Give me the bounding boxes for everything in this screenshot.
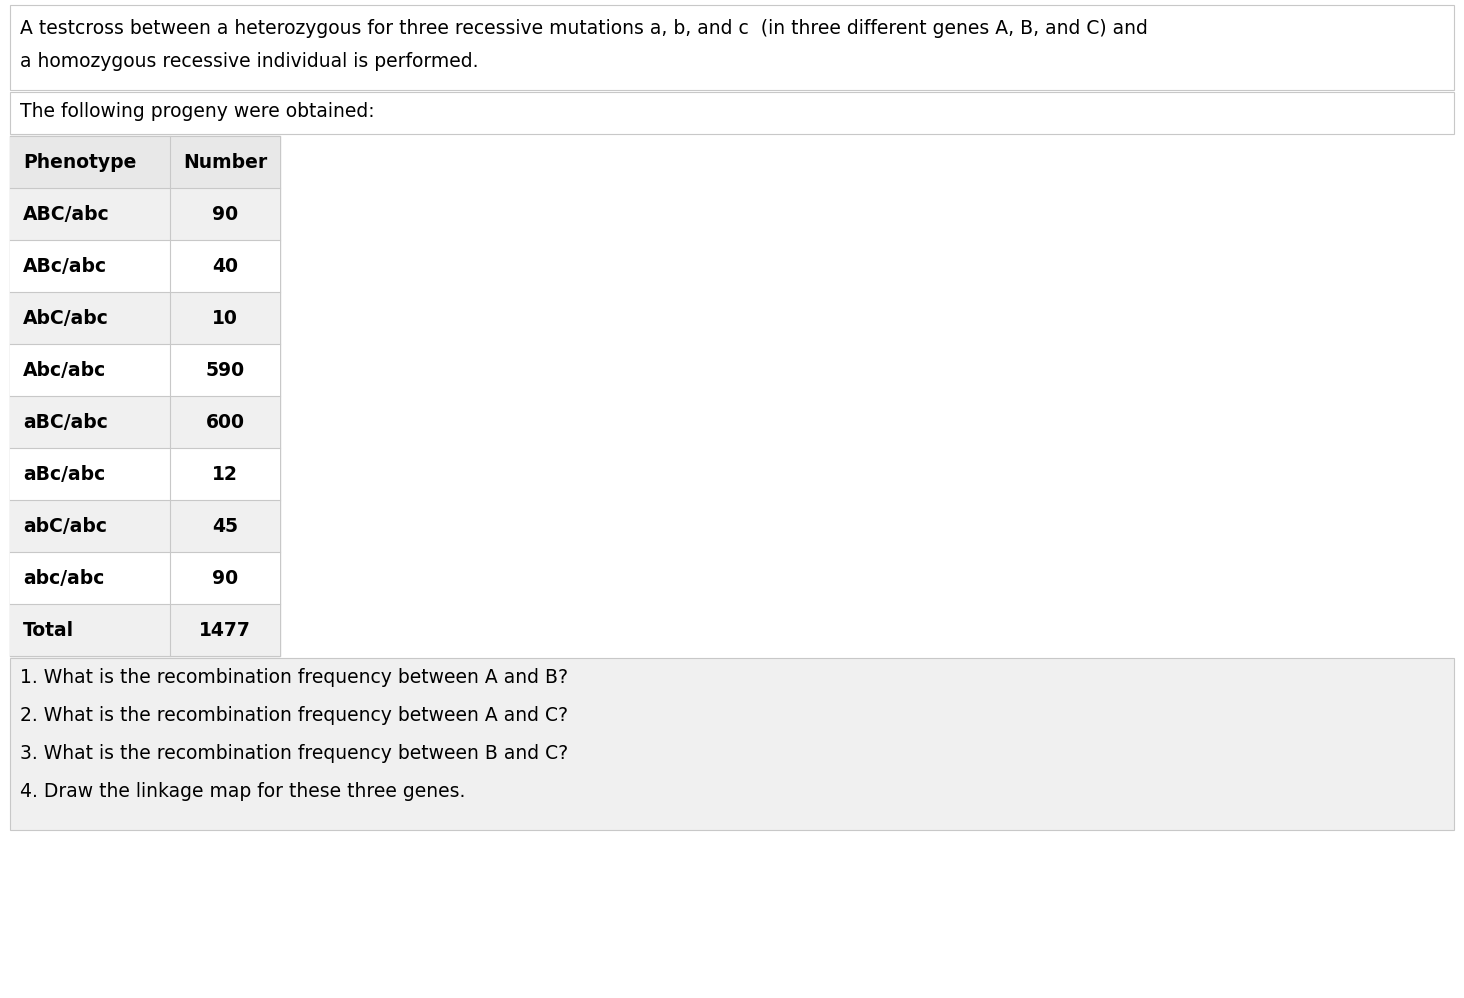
Bar — [10, 5, 1454, 90]
Text: ABC/abc: ABC/abc — [23, 205, 110, 224]
Text: 4. Draw the linkage map for these three genes.: 4. Draw the linkage map for these three … — [20, 782, 466, 801]
Text: The following progeny were obtained:: The following progeny were obtained: — [20, 102, 375, 121]
Text: 590: 590 — [205, 360, 244, 379]
Bar — [10, 448, 280, 500]
Bar — [10, 136, 280, 656]
Bar — [10, 344, 280, 396]
Bar — [10, 396, 280, 448]
Text: 40: 40 — [212, 256, 239, 275]
Text: a homozygous recessive individual is performed.: a homozygous recessive individual is per… — [20, 52, 479, 71]
Text: Abc/abc: Abc/abc — [23, 360, 105, 379]
Bar — [10, 240, 280, 292]
Text: abc/abc: abc/abc — [23, 569, 104, 588]
Bar — [10, 188, 280, 240]
Text: 12: 12 — [212, 464, 239, 483]
Text: 45: 45 — [212, 517, 239, 536]
Text: 90: 90 — [212, 205, 239, 224]
Text: 10: 10 — [212, 308, 239, 327]
Bar — [10, 552, 280, 604]
Bar — [10, 92, 1454, 134]
Text: Number: Number — [183, 153, 266, 172]
Text: 1. What is the recombination frequency between A and B?: 1. What is the recombination frequency b… — [20, 668, 568, 687]
Text: AbC/abc: AbC/abc — [23, 308, 108, 327]
Text: 2. What is the recombination frequency between A and C?: 2. What is the recombination frequency b… — [20, 706, 568, 725]
Bar — [10, 136, 280, 188]
Text: abC/abc: abC/abc — [23, 517, 107, 536]
Bar — [10, 604, 280, 656]
Bar — [10, 292, 280, 344]
Bar — [10, 500, 280, 552]
Text: 600: 600 — [205, 412, 244, 431]
Text: 90: 90 — [212, 569, 239, 588]
Bar — [10, 658, 1454, 830]
Text: aBC/abc: aBC/abc — [23, 412, 108, 431]
Text: 1477: 1477 — [199, 621, 250, 640]
Text: aBc/abc: aBc/abc — [23, 464, 105, 483]
Text: A testcross between a heterozygous for three recessive mutations a, b, and c  (i: A testcross between a heterozygous for t… — [20, 19, 1148, 38]
Text: Total: Total — [23, 621, 73, 640]
Text: Phenotype: Phenotype — [23, 153, 136, 172]
Text: ABc/abc: ABc/abc — [23, 256, 107, 275]
Text: 3. What is the recombination frequency between B and C?: 3. What is the recombination frequency b… — [20, 744, 568, 763]
